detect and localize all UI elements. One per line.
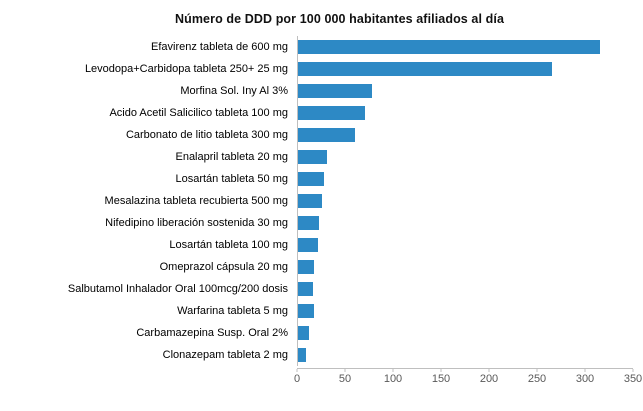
bar-label: Mesalazina tableta recubierta 500 mg xyxy=(104,195,288,207)
bar-track xyxy=(297,146,633,168)
bar-row: Carbamazepina Susp. Oral 2% xyxy=(6,322,633,344)
bar-track xyxy=(297,58,633,80)
axis-tick-label: 0 xyxy=(293,373,301,385)
bar-track xyxy=(297,80,633,102)
bar xyxy=(298,260,315,274)
bar-label: Nifedipino liberación sostenida 30 mg xyxy=(105,217,288,229)
bar-track xyxy=(297,124,633,146)
axis-tick-label: 300 xyxy=(575,373,595,385)
bar-label: Carbamazepina Susp. Oral 2% xyxy=(136,327,288,339)
axis-tick-label: 100 xyxy=(383,373,403,385)
chart-title: Número de DDD por 100 000 habitantes afi… xyxy=(174,12,504,26)
bar-label: Levodopa+Carbidopa tableta 250+ 25 mg xyxy=(84,63,288,75)
axis-tick-mark xyxy=(392,369,394,372)
bar-track xyxy=(297,212,633,234)
axis-tick-mark xyxy=(488,369,490,372)
axis-tick-label: 250 xyxy=(527,373,547,385)
axis-tick-mark xyxy=(296,369,298,372)
bar-row: Losartán tableta 50 mg xyxy=(6,168,633,190)
bar xyxy=(298,172,324,186)
bar-label: Enalapril tableta 20 mg xyxy=(175,151,288,163)
axis-tick-label: 200 xyxy=(479,373,499,385)
axis-tick-label: 150 xyxy=(431,373,451,385)
bar xyxy=(298,150,327,164)
bar-row: Nifedipino liberación sostenida 30 mg xyxy=(6,212,633,234)
bar xyxy=(298,40,600,54)
bar-track xyxy=(297,322,633,344)
bar-track xyxy=(297,102,633,124)
axis-tick-label: 350 xyxy=(623,373,643,385)
bar-track xyxy=(297,36,633,58)
bar-row: Mesalazina tableta recubierta 500 mg xyxy=(6,190,633,212)
bar-label: Warfarina tableta 5 mg xyxy=(177,305,288,317)
bar-label: Losartán tableta 50 mg xyxy=(175,173,288,185)
bar-row: Levodopa+Carbidopa tableta 250+ 25 mg xyxy=(6,58,633,80)
bar xyxy=(298,128,356,142)
bar-label: Carbonato de litio tableta 300 mg xyxy=(125,129,288,141)
bar-row: Efavirenz tableta de 600 mg xyxy=(6,36,633,58)
bar-track xyxy=(297,344,633,366)
plot-area: Efavirenz tableta de 600 mg Levodopa+Carb… xyxy=(6,36,633,366)
bar-track xyxy=(297,190,633,212)
bar-row: Clonazepam tableta 2 mg xyxy=(6,344,633,366)
axis-tick-mark xyxy=(536,369,538,372)
axis-spacer xyxy=(6,368,297,389)
bar-row: Salbutamol Inhalador Oral 100mcg/200 dos… xyxy=(6,278,633,300)
bar xyxy=(298,304,315,318)
bar xyxy=(298,194,322,208)
x-axis: 0 50 100 150 200 250 300 350 xyxy=(6,368,642,389)
bar xyxy=(298,238,319,252)
bar-label: Losartán tableta 100 mg xyxy=(169,239,288,251)
bar xyxy=(298,62,552,76)
bar-label: Clonazepam tableta 2 mg xyxy=(162,349,288,361)
bar-row: Enalapril tableta 20 mg xyxy=(6,146,633,168)
bar-row: Omeprazol cápsula 20 mg xyxy=(6,256,633,278)
axis-tick-mark xyxy=(632,369,634,372)
bar-label: Efavirenz tableta de 600 mg xyxy=(151,41,288,53)
bar xyxy=(298,326,310,340)
bar-label: Acido Acetil Salicilico tableta 100 mg xyxy=(109,107,288,119)
bar-track xyxy=(297,300,633,322)
bar-label: Morfina Sol. Iny Al 3% xyxy=(180,85,288,97)
axis-tick-mark xyxy=(344,369,346,372)
bar-label: Omeprazol cápsula 20 mg xyxy=(159,261,288,273)
axis-tick-mark xyxy=(440,369,442,372)
bar-row: Warfarina tableta 5 mg xyxy=(6,300,633,322)
bar-row: Losartán tableta 100 mg xyxy=(6,234,633,256)
bar-row: Acido Acetil Salicilico tableta 100 mg xyxy=(6,102,633,124)
bar-track xyxy=(297,256,633,278)
bar xyxy=(298,348,306,362)
axis-tick-label: 50 xyxy=(338,373,352,385)
x-axis-scale: 0 50 100 150 200 250 300 350 xyxy=(293,368,642,389)
bar xyxy=(298,282,314,296)
axis-tick-mark xyxy=(584,369,586,372)
bar xyxy=(298,216,320,230)
bar xyxy=(298,106,365,120)
bar-track xyxy=(297,234,633,256)
bar-row: Carbonato de litio tableta 300 mg xyxy=(6,124,633,146)
bar-track xyxy=(297,168,633,190)
bar-row: Morfina Sol. Iny Al 3% xyxy=(6,80,633,102)
bar xyxy=(298,84,372,98)
bar-track xyxy=(297,278,633,300)
bar-label: Salbutamol Inhalador Oral 100mcg/200 dos… xyxy=(67,283,288,295)
